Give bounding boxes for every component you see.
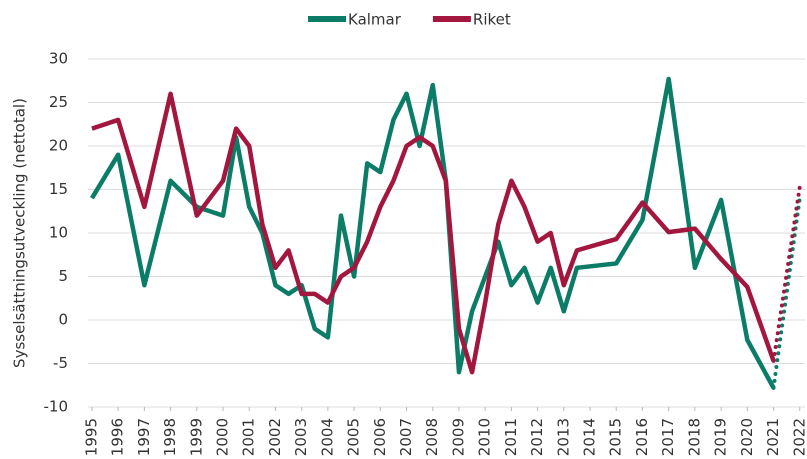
x-tick-label: 2008 <box>423 418 441 456</box>
y-tick-label: -10 <box>44 398 69 416</box>
x-tick-group: 2016 <box>633 418 651 456</box>
x-tick-group: 2017 <box>659 418 677 456</box>
x-tick-group: 2012 <box>528 418 546 456</box>
x-tick-label: 2006 <box>371 418 389 456</box>
series-line-dotted <box>771 184 802 363</box>
x-tick-group: 2014 <box>581 418 599 456</box>
x-tick-group: 2001 <box>240 418 258 456</box>
x-tick-group: 2019 <box>712 418 730 456</box>
x-tick-label: 2012 <box>528 418 546 456</box>
x-tick-label: 2010 <box>476 418 494 456</box>
x-tick-label: 1997 <box>135 418 153 456</box>
x-tick-group: 2022 <box>790 418 807 456</box>
x-tick-group: 2007 <box>397 418 415 456</box>
x-tick-group: 2013 <box>554 418 572 456</box>
x-tick-group: 2004 <box>318 418 336 456</box>
y-tick-label: 10 <box>49 224 68 242</box>
x-tick-group: 2008 <box>423 418 441 456</box>
x-tick-label: 2009 <box>449 418 467 456</box>
y-tick-label: 30 <box>49 50 68 68</box>
x-tick-label: 2002 <box>266 418 284 456</box>
y-tick-label: 25 <box>49 93 68 111</box>
x-tick-group: 2009 <box>449 418 467 456</box>
y-tick-label: 15 <box>49 180 68 198</box>
x-tick-label: 2011 <box>502 418 520 456</box>
y-tick-label: 0 <box>58 311 68 329</box>
x-tick-label: 2017 <box>659 418 677 456</box>
x-tick-group: 2010 <box>476 418 494 456</box>
x-tick-group: 2005 <box>345 418 363 456</box>
series-line-dotted <box>771 196 802 390</box>
x-tick-label: 2004 <box>318 418 336 456</box>
x-tick-label: 2019 <box>712 418 730 456</box>
x-tick-group: 2020 <box>738 418 756 456</box>
legend-label: Riket <box>473 11 511 29</box>
x-tick-group: 2000 <box>214 418 232 456</box>
x-tick-label: 2013 <box>554 418 572 456</box>
x-tick-label: 1998 <box>161 418 179 456</box>
y-tick-label: 20 <box>49 137 68 155</box>
series-line <box>91 91 776 375</box>
x-tick-label: 2018 <box>685 418 703 456</box>
x-tick-group: 2018 <box>685 418 703 456</box>
x-tick-group: 1996 <box>109 418 127 456</box>
y-tick-label: -5 <box>53 354 68 372</box>
x-tick-group: 1999 <box>187 418 205 456</box>
x-tick-label: 2016 <box>633 418 651 456</box>
x-tick-label: 2022 <box>790 418 807 456</box>
x-tick-label: 2007 <box>397 418 415 456</box>
y-tick-label: 5 <box>58 267 68 285</box>
x-tick-label: 2000 <box>214 418 232 456</box>
x-tick-label: 2015 <box>607 418 625 456</box>
x-tick-group: 2011 <box>502 418 520 456</box>
legend-label: Kalmar <box>348 11 402 29</box>
y-axis-label: Sysselsättningsutveckling (nettotal) <box>11 98 29 368</box>
x-tick-label: 2003 <box>292 418 310 456</box>
x-tick-group: 1995 <box>82 418 100 456</box>
x-tick-label: 2001 <box>240 418 258 456</box>
x-tick-label: 2005 <box>345 418 363 456</box>
x-tick-group: 2003 <box>292 418 310 456</box>
x-tick-group: 2015 <box>607 418 625 456</box>
y-axis-title: Sysselsättningsutveckling (nettotal) <box>11 98 29 368</box>
x-tick-group: 1998 <box>161 418 179 456</box>
x-tick-label: 1999 <box>187 418 205 456</box>
x-tick-label: 2021 <box>764 418 782 456</box>
x-tick-group: 2021 <box>764 418 782 456</box>
x-tick-label: 1995 <box>82 418 100 456</box>
x-tick-group: 1997 <box>135 418 153 456</box>
x-tick-label: 1996 <box>109 418 127 456</box>
x-tick-group: 2006 <box>371 418 389 456</box>
x-tick-group: 2002 <box>266 418 284 456</box>
series-line <box>90 76 776 389</box>
x-tick-label: 2014 <box>581 418 599 456</box>
x-tick-label: 2020 <box>738 418 756 456</box>
